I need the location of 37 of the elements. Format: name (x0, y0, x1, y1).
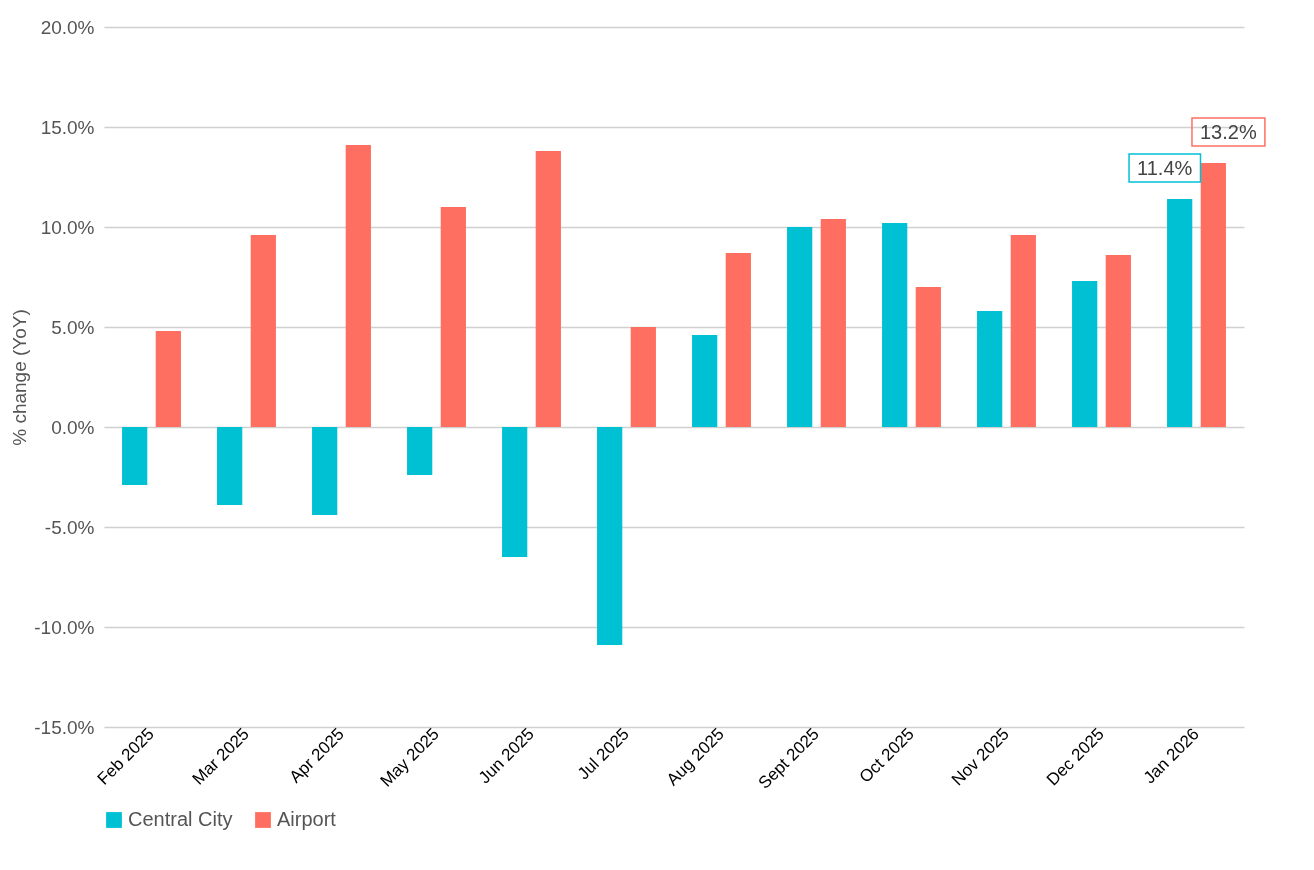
bar (122, 427, 148, 485)
y-axis-title: % change (YoY) (9, 309, 31, 446)
bar (1167, 199, 1193, 427)
bar (250, 235, 276, 427)
y-tick-label: 15.0% (40, 116, 95, 138)
bar (155, 331, 181, 427)
bar (217, 427, 243, 505)
data-label: 11.4% (1137, 157, 1193, 179)
bar (345, 145, 371, 427)
bar (597, 427, 623, 645)
bar (977, 311, 1003, 427)
legend-label: Central City (128, 808, 233, 830)
bar (692, 335, 718, 427)
y-tick-label: -5.0% (44, 516, 95, 538)
legend-label: Airport (277, 808, 337, 830)
bar (1105, 255, 1131, 427)
bar (502, 427, 528, 557)
y-tick-label: 20.0% (40, 16, 95, 38)
bar (1072, 281, 1098, 427)
bar (820, 219, 846, 427)
y-tick-label: 0.0% (51, 416, 95, 438)
bar (1200, 163, 1226, 427)
bar (440, 207, 466, 427)
bar (787, 227, 813, 427)
data-label: 13.2% (1199, 121, 1257, 143)
bar (312, 427, 338, 515)
y-tick-label: 5.0% (51, 316, 95, 338)
y-tick-label: -10.0% (34, 616, 95, 638)
y-tick-label: -15.0% (34, 716, 95, 738)
bar (882, 223, 908, 427)
bar (630, 327, 656, 427)
y-tick-label: 10.0% (40, 216, 95, 238)
bar (725, 253, 751, 427)
bar (535, 151, 561, 427)
bar (407, 427, 433, 475)
bar (915, 287, 941, 427)
bar (1010, 235, 1036, 427)
